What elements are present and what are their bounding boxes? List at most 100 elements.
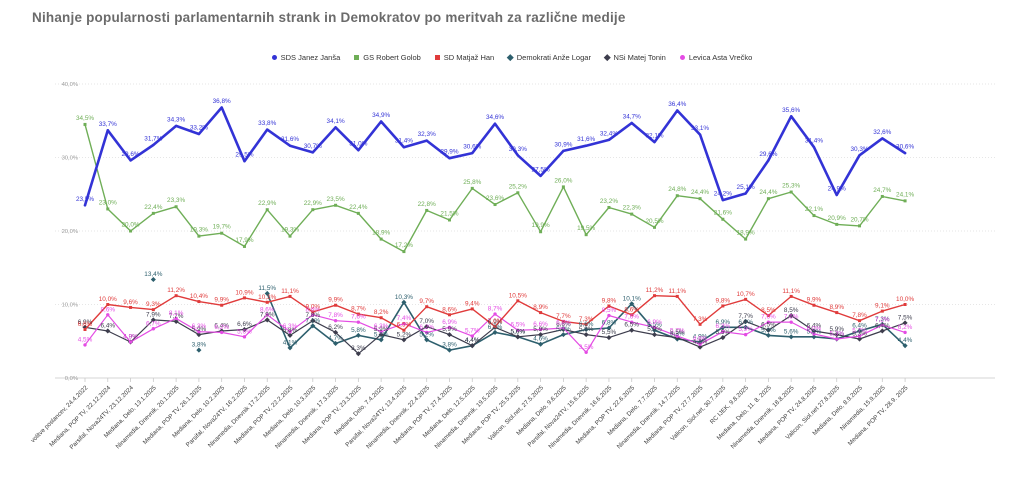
legend-label: NSi Matej Tonin	[613, 53, 666, 62]
data-point-marker	[653, 294, 656, 298]
chart-legend: SDS Janez Janša GS Robert Golob SD Matjaž …	[0, 53, 1024, 62]
data-point-marker	[334, 126, 337, 129]
data-point-marker	[630, 313, 634, 317]
data-point-marker	[653, 140, 656, 144]
chart-title: Nihanje popularnosti parlamentarnih stra…	[32, 10, 626, 25]
data-label: 6,3%	[716, 323, 731, 330]
data-point-marker	[106, 313, 110, 317]
data-label: 19,9%	[532, 222, 550, 229]
gs-robert-golob-legend-marker-icon	[354, 55, 360, 60]
data-point-marker	[311, 151, 314, 154]
data-label: 29,6%	[759, 151, 777, 158]
data-label: 8,2%	[374, 309, 389, 316]
data-label: 6,5%	[397, 322, 412, 329]
data-point-marker	[812, 332, 816, 336]
data-label: 34,6%	[486, 114, 504, 121]
data-label: 22,8%	[418, 201, 436, 208]
data-point-marker	[425, 305, 429, 309]
data-label: 5,3%	[829, 331, 844, 338]
data-label: 6,6%	[78, 321, 93, 328]
data-point-marker	[356, 320, 361, 324]
data-label: 7,1%	[306, 317, 321, 324]
data-label: 24,2%	[714, 191, 732, 198]
data-label: 24,4%	[759, 189, 777, 196]
data-label: 34,9%	[372, 112, 390, 119]
data-point-marker	[629, 301, 635, 307]
data-point-marker	[744, 192, 747, 195]
data-label: 6,2%	[214, 324, 229, 331]
data-point-marker	[835, 311, 839, 315]
data-point-marker	[447, 313, 451, 317]
data-point-marker	[425, 330, 429, 335]
data-point-marker	[811, 328, 817, 334]
data-label: 31,7%	[144, 136, 162, 143]
data-point-marker	[174, 124, 178, 128]
data-point-marker	[653, 225, 656, 229]
data-point-marker	[83, 343, 87, 347]
data-label: 7,0%	[488, 318, 503, 325]
data-point-marker	[562, 149, 565, 153]
data-label: 22,3%	[623, 205, 641, 212]
data-label: 6,2%	[488, 324, 503, 331]
data-label: 33,1%	[691, 125, 709, 132]
data-point-marker	[83, 122, 87, 126]
data-point-marker	[447, 218, 451, 222]
data-point-marker	[858, 224, 862, 228]
line-chart: 0,0% 10,0% 20,0% 30,0% 40,0% volitve poslance…	[30, 82, 995, 451]
data-label: 25,8%	[463, 179, 481, 186]
data-point-marker	[788, 334, 794, 340]
data-label: 24,1%	[896, 191, 914, 198]
data-point-marker	[902, 343, 908, 349]
data-point-marker	[265, 300, 269, 304]
y-tick-label: 40,0%	[62, 82, 78, 88]
data-label: 22,1%	[805, 206, 823, 213]
data-label: 36,8%	[213, 98, 231, 105]
data-point-marker	[242, 244, 246, 248]
data-point-marker	[311, 310, 315, 314]
data-point-marker	[128, 340, 133, 344]
data-label: 6,2%	[328, 324, 343, 331]
data-label: 5,3%	[829, 331, 844, 338]
data-label: 5,2%	[374, 331, 389, 338]
data-point-marker	[152, 143, 155, 147]
data-point-marker	[583, 332, 589, 338]
data-point-marker	[858, 319, 862, 323]
gridlines	[55, 83, 995, 379]
data-label: 20,7%	[850, 216, 868, 223]
data-point-marker	[197, 132, 201, 136]
data-label: 9,3%	[146, 301, 161, 308]
data-label: 10,0%	[99, 296, 117, 303]
data-label: 20,9%	[828, 215, 846, 222]
data-point-marker	[652, 325, 657, 329]
data-label: 30,6%	[463, 144, 481, 151]
data-label: 5,6%	[511, 328, 526, 335]
data-label: 7,8%	[328, 312, 343, 319]
data-label: 19,3%	[190, 227, 208, 234]
data-label: 11,2%	[167, 287, 185, 294]
data-label: 11,1%	[668, 288, 686, 295]
data-label: 25,2%	[509, 183, 527, 190]
data-label: 24,8%	[668, 186, 686, 193]
data-point-marker	[584, 322, 588, 326]
data-label: 7,6%	[784, 314, 799, 321]
data-label: 34,1%	[327, 118, 345, 125]
data-label: 3,5%	[579, 344, 594, 351]
data-label: 7,3%	[875, 316, 890, 323]
data-label: 9,7%	[419, 298, 434, 305]
data-point-marker	[903, 330, 907, 335]
data-label: 17,2%	[395, 242, 413, 249]
data-point-marker	[493, 122, 497, 125]
data-label: 5,6%	[784, 328, 799, 335]
data-point-marker	[834, 332, 840, 338]
data-label: 6,5%	[624, 322, 639, 329]
data-label: 5,9%	[556, 326, 571, 333]
data-point-marker	[379, 316, 383, 320]
data-point-marker	[789, 190, 793, 194]
data-point-marker	[288, 329, 292, 334]
data-label: 29,6%	[121, 151, 139, 158]
series-labels-sd-matja-han: 6,6% 10,0% 9,6% 9,3% 11,2% 10,4% 9,9% 10,9% 10,3…	[78, 287, 915, 329]
data-label: 17,9%	[235, 237, 253, 244]
data-label: 5,9%	[192, 326, 207, 333]
data-point-marker	[812, 214, 816, 218]
